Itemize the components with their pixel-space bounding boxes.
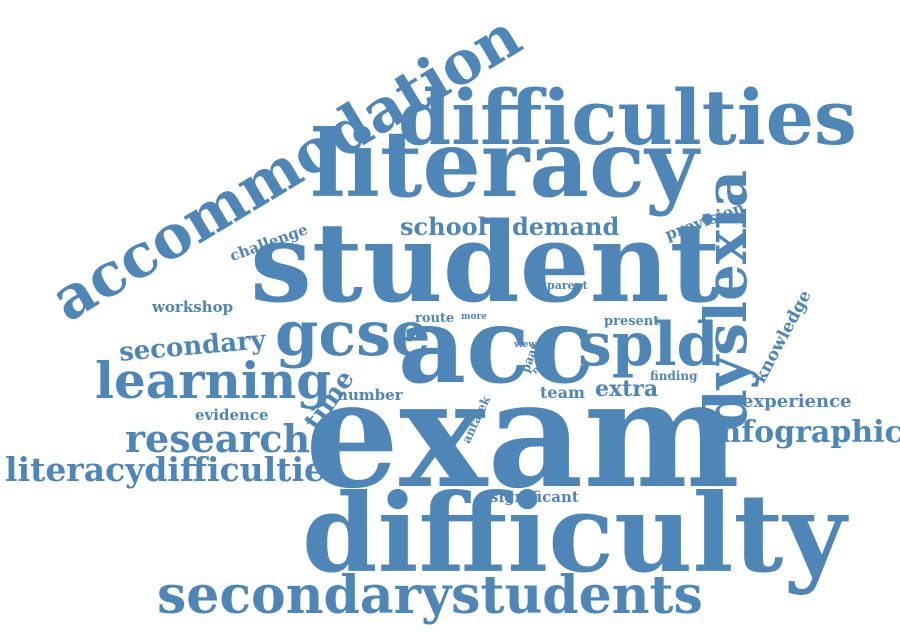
word-more: more xyxy=(461,312,487,322)
word-secondarystudents: secondarystudents xyxy=(157,565,703,626)
word-school: school xyxy=(400,212,487,241)
word-experience: experience xyxy=(742,391,852,412)
word-research: research xyxy=(125,416,311,461)
word-significant: significant xyxy=(490,488,579,506)
word-demand: demand xyxy=(512,212,620,241)
word-literacydifficulties: literacydifficulties xyxy=(5,450,344,489)
word-infographic: infographic xyxy=(708,415,900,450)
word-literacy: literacy xyxy=(310,110,699,218)
word-evidence: evidence xyxy=(195,406,269,424)
word-acc: acc xyxy=(398,283,594,407)
word-extra: extra xyxy=(595,376,659,402)
word-student: student xyxy=(250,198,721,327)
word-parent: parent xyxy=(547,279,588,292)
word-difficulty: difficulty xyxy=(302,471,847,597)
word-gcse: gcse xyxy=(275,297,431,370)
word-route: route xyxy=(415,311,455,326)
word-view: view xyxy=(514,340,537,350)
word-knowledge: knowledge xyxy=(750,287,816,387)
word-difficulties: difficulties xyxy=(398,73,857,162)
word-number: number xyxy=(337,386,403,404)
word-finding: finding xyxy=(650,369,698,383)
word-team: team xyxy=(540,383,585,402)
word-spld: spld xyxy=(578,310,719,380)
word-learning: learning xyxy=(95,351,332,410)
word-workshop: workshop xyxy=(152,298,234,316)
word-present: present xyxy=(604,314,660,329)
word-exam: exam xyxy=(305,347,740,521)
